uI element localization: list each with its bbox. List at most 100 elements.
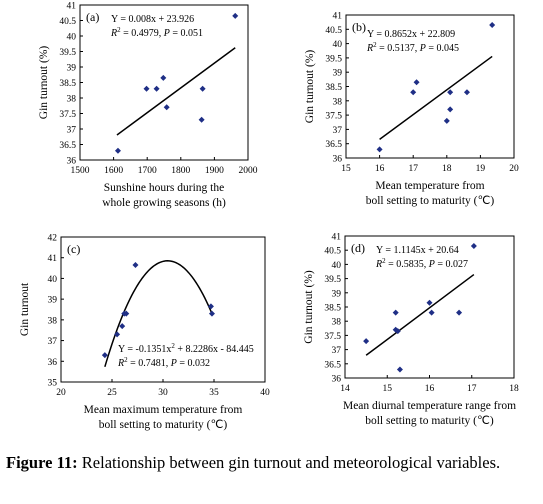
chart-panel-c: 20 25 30 35 40 35 36 37 38 39 40 41 42 Mean maximum t… [19,234,270,432]
x-tick-label: 16 [425,384,435,394]
y-tick-label: 35 [48,379,58,389]
regression-equation: Y = 0.8652x + 22.809 [367,29,455,40]
y-tick-label: 42 [48,234,58,244]
x-tick-label: 17 [467,384,477,394]
x-tick-label: 15 [383,384,393,394]
y-tick-label: 40.5 [324,247,341,257]
equation-part: P [170,358,177,369]
equation-part: = 0.7481, [128,358,171,369]
equation-part: = 0.051 [170,28,203,39]
data-point [413,79,420,86]
equation-part: Y = 0.008x + 23.926 [111,14,194,25]
y-tick-label: 37 [332,346,342,356]
y-tick-label: 40.5 [325,26,342,36]
panel-label: (b) [352,20,366,34]
x-tick-label: 14 [340,384,350,394]
equation-part: P [163,28,170,39]
y-tick-label: 39.5 [325,54,342,64]
x-tick-label: 1800 [171,166,190,176]
x-tick-label: 16 [375,164,385,174]
data-point [153,85,160,92]
regression-statistics: R2 = 0.7481, P = 0.032 [117,356,210,369]
equation-part: = 0.045 [426,43,459,54]
y-tick-label: 40 [48,275,58,285]
y-tick-label: 36.5 [325,140,342,150]
data-point [376,146,383,153]
x-tick-label: 35 [209,388,219,398]
x-axis-label: Sunshine hours during the [104,182,224,194]
y-axis-label: Gin turnout (%) [304,50,316,124]
x-tick-label: 1900 [205,166,224,176]
y-tick-label: 38 [48,316,58,326]
data-point [447,106,454,113]
regression-statistics: R2 = 0.4979, P = 0.051 [110,26,203,39]
equation-part: R [110,28,117,39]
data-point [392,309,399,316]
equation-part: = 0.5835, [386,259,429,270]
x-axis-label: boll setting to maturity (℃) [99,419,228,431]
x-tick-label: 1500 [71,166,90,176]
y-tick-label: 40.5 [59,17,76,27]
y-tick-label: 41 [332,233,342,243]
x-tick-label: 19 [476,164,486,174]
data-point [123,310,130,317]
regression-equation: Y = -0.1351x2 + 8.2286x - 84.445 [118,342,254,355]
x-tick-label: 17 [408,164,418,174]
y-tick-label: 36.5 [59,141,76,151]
data-point [410,89,417,96]
trend-line [379,55,493,140]
y-tick-label: 39.5 [59,48,76,58]
y-tick-label: 37.5 [324,332,341,342]
y-tick-label: 36 [48,358,58,368]
x-tick-label: 20 [56,388,66,398]
x-axis-label: Mean temperature from [375,180,484,192]
data-point [132,261,139,268]
equation-part: Y = 1.1145x + 20.64 [376,245,459,256]
y-tick-label: 40 [333,40,343,50]
x-tick-label: 15 [341,164,351,174]
data-point [101,352,108,359]
y-tick-label: 40 [67,33,77,43]
y-tick-label: 38 [333,97,343,107]
x-axis-label: Mean maximum temperature from [84,404,243,416]
data-point [114,147,121,154]
y-tick-label: 36 [332,375,342,385]
y-tick-label: 40 [332,261,342,271]
equation-part: R [366,43,373,54]
equation-part: 2 [171,342,175,350]
chart-panel-b: 15 16 17 18 19 20 36 36.5 37 37.5 38 38.5 39 39.5 40 40… [304,12,519,208]
data-point [207,303,214,310]
data-point [199,85,206,92]
data-point [114,331,121,338]
data-point [463,89,470,96]
y-axis-label: Gin turnout (%) [38,46,50,120]
data-point [396,366,403,373]
regression-statistics: R2 = 0.5137, P = 0.045 [366,41,459,54]
x-tick-label: 20 [509,164,519,174]
x-tick-label: 18 [509,384,519,394]
y-tick-label: 41 [48,254,58,264]
equation-part: 2 [124,356,128,364]
y-tick-label: 41 [67,2,77,12]
x-tick-label: 30 [158,388,168,398]
data-point [456,309,463,316]
equation-part: R [117,358,124,369]
y-tick-label: 41 [333,12,343,22]
data-point [443,117,450,124]
regression-equation: Y = 0.008x + 23.926 [111,14,194,25]
regression-equation: Y = 1.1145x + 20.64 [376,245,459,256]
caption-label: Figure 11: [6,453,78,472]
y-tick-label: 38.5 [324,304,341,314]
y-tick-label: 38 [332,318,342,328]
y-tick-label: 38.5 [59,79,76,89]
y-tick-label: 37 [67,126,77,136]
y-axis-label: Gin turnout (%) [303,270,315,344]
equation-part: = 0.5137, [377,43,420,54]
data-point [394,328,401,335]
y-tick-label: 37.5 [59,110,76,120]
data-point [198,116,205,123]
panel-label: (d) [351,241,365,255]
x-tick-label: 40 [260,388,270,398]
y-tick-label: 39 [67,64,77,74]
